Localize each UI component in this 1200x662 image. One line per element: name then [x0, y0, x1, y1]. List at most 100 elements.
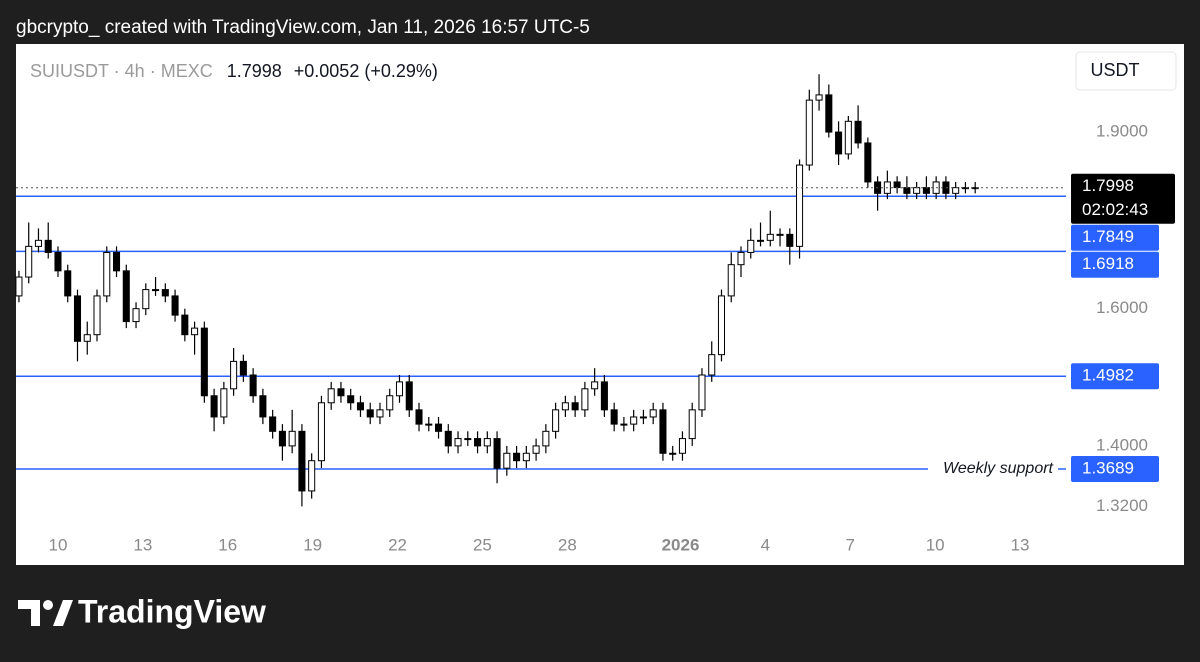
level-box: [1071, 224, 1159, 251]
level-label: 1.6918: [1082, 254, 1134, 273]
candle-body: [444, 430, 452, 447]
level-note: Weekly support: [943, 460, 1054, 477]
candle-body: [288, 430, 296, 447]
currency-box[interactable]: [1075, 51, 1177, 91]
candle-body: [191, 327, 199, 336]
candle-body: [34, 239, 42, 247]
x-tick-label: 25: [473, 535, 492, 554]
candle-body: [239, 360, 247, 376]
candle-body: [756, 239, 765, 242]
candle-body: [503, 452, 511, 469]
candle-body: [825, 94, 833, 133]
brand: TradingView: [78, 593, 266, 629]
candle-body: [337, 388, 345, 397]
candle-body: [44, 239, 52, 253]
candle-body: [434, 423, 443, 432]
candle-body: [230, 360, 238, 390]
y-tick-label: 1.9000: [1096, 122, 1148, 141]
chart-panel: [16, 44, 1184, 565]
candle-body: [542, 430, 550, 447]
level-box: [1071, 251, 1159, 278]
candle-body: [132, 308, 140, 323]
candle-body: [532, 445, 540, 454]
candle-body: [786, 233, 794, 247]
candle-body: [269, 416, 277, 432]
x-tick-label: 7: [846, 535, 855, 554]
last-price-box: [1071, 173, 1175, 224]
candle-body: [737, 251, 745, 266]
candle-body: [688, 409, 696, 440]
candle-body: [913, 187, 921, 194]
candle-body: [717, 295, 726, 356]
symbol-legend: SUIUSDT · 4h · MEXC 1.7998 +0.0052 (+0.2…: [30, 61, 438, 81]
candle-body: [474, 438, 482, 447]
last-price: 1.7998: [227, 61, 282, 81]
x-tick-label: 16: [218, 535, 237, 554]
candle-body: [73, 295, 82, 342]
brand-logo: [18, 600, 73, 626]
candle-body: [747, 239, 755, 253]
candle-body: [591, 381, 599, 390]
candle-body: [210, 395, 218, 418]
candle-body: [347, 395, 355, 404]
candle-body: [581, 388, 589, 411]
candle-body: [122, 270, 130, 323]
candle-body: [386, 395, 394, 411]
candle-body: [25, 245, 33, 278]
currency[interactable]: USDT: [1091, 60, 1140, 80]
x-tick-label: 19: [303, 535, 322, 554]
x-tick-label: 13: [1011, 535, 1030, 554]
candle-body: [805, 99, 813, 166]
x-tick-label: 28: [558, 535, 577, 554]
candle-body: [571, 402, 579, 411]
plot: 1.9000 1.6000 1.4000 1.3200 10 13 16 19 22 25 28 20…: [15, 74, 1175, 554]
candle-body: [366, 409, 374, 418]
candle-body: [522, 452, 530, 462]
candle-body: [639, 416, 647, 419]
candle-body: [893, 181, 901, 189]
candle-body: [493, 438, 501, 469]
note-bg: [928, 457, 1058, 480]
level-box: [1071, 455, 1159, 482]
candle-body: [464, 438, 472, 441]
logo-mark: [53, 600, 73, 626]
candle-body: [600, 381, 608, 411]
candle-body: [64, 270, 72, 297]
candle-body: [678, 438, 686, 454]
candle-body: [425, 423, 433, 426]
candle-body: [181, 314, 189, 336]
candle-body: [83, 334, 91, 342]
last-price-label: 1.7998: [1082, 176, 1134, 195]
candle-body: [796, 164, 804, 247]
candle-body: [395, 381, 404, 397]
candle-body: [854, 120, 862, 144]
x-tick-label: 2026: [662, 535, 700, 554]
y-tick-label: 1.4000: [1096, 435, 1148, 454]
candle-body: [161, 289, 169, 297]
x-tick-label: 13: [133, 535, 152, 554]
candle-body: [249, 374, 257, 397]
candle-body: [864, 142, 872, 183]
candle-body: [630, 416, 638, 425]
candle-body: [278, 430, 286, 447]
candle-body: [93, 295, 101, 336]
candle-body: [220, 388, 228, 418]
countdown: 02:02:43: [1082, 200, 1148, 219]
x-tick-label: 4: [761, 535, 770, 554]
candle-body: [776, 233, 784, 236]
candle-body: [835, 131, 843, 155]
candle-body: [513, 452, 521, 462]
candle-body: [259, 395, 267, 418]
candle-body: [356, 402, 364, 411]
candle-body: [113, 251, 121, 272]
y-tick-label: 1.6000: [1096, 298, 1148, 317]
candle-body: [903, 187, 911, 194]
candle-body: [308, 460, 316, 492]
candle-body: [659, 409, 667, 454]
candle-body: [152, 289, 160, 292]
candle-body: [942, 181, 950, 194]
level-box: [1071, 363, 1159, 390]
candle-body: [200, 327, 208, 397]
x-tick-label: 10: [926, 535, 945, 554]
